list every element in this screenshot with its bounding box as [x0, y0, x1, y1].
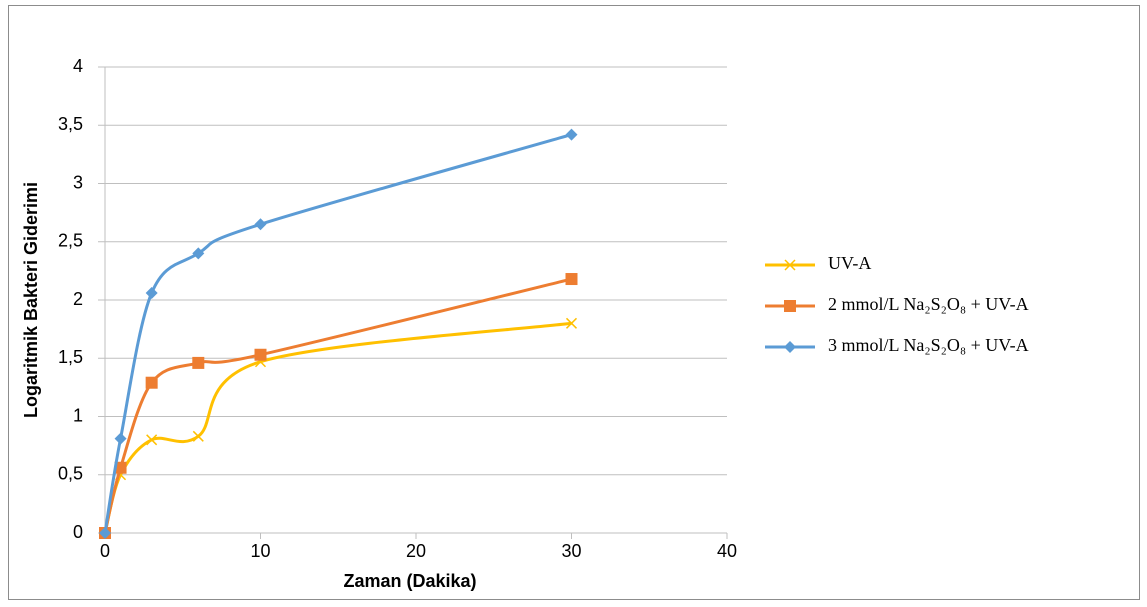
chart-border [8, 5, 1140, 600]
x-tick-label: 40 [717, 541, 737, 561]
y-tick-label: 1 [73, 405, 83, 425]
legend-marker [784, 341, 796, 353]
data-point [254, 218, 267, 231]
legend-label: 3 mmol/L Na₂S₂O₈ + UV-A [828, 335, 1029, 355]
legend-label: 2 mmol/L Na₂S₂O₈ + UV-A [828, 294, 1029, 314]
data-point [114, 432, 127, 445]
data-point [145, 287, 158, 300]
y-tick-label: 3,5 [58, 114, 83, 134]
data-point [565, 317, 578, 329]
data-point [145, 376, 158, 389]
y-tick-label: 1,5 [58, 347, 83, 367]
y-tick-label: 3 [73, 172, 83, 192]
legend-marker [784, 259, 796, 271]
legend-marker [784, 300, 796, 312]
data-point [192, 247, 205, 260]
data-point [114, 461, 127, 474]
x-tick-label: 30 [561, 541, 581, 561]
x-axis-label: Zaman (Dakika) [343, 571, 476, 591]
y-tick-label: 0 [73, 522, 83, 542]
legend-label: UV-A [828, 253, 871, 273]
x-tick-label: 0 [100, 541, 110, 561]
y-tick-label: 4 [73, 56, 83, 76]
data-point [254, 348, 267, 361]
data-point [565, 128, 578, 141]
x-tick-label: 10 [250, 541, 270, 561]
y-tick-label: 0,5 [58, 464, 83, 484]
data-point [146, 434, 158, 446]
data-point [565, 273, 578, 286]
y-tick-label: 2 [73, 289, 83, 309]
x-tick-label: 20 [406, 541, 426, 561]
data-point [192, 356, 205, 369]
data-point [192, 430, 204, 442]
data-point [99, 527, 111, 539]
y-axis-label: Logaritmik Bakteri Giderimi [21, 182, 41, 418]
y-tick-label: 2,5 [58, 231, 83, 251]
